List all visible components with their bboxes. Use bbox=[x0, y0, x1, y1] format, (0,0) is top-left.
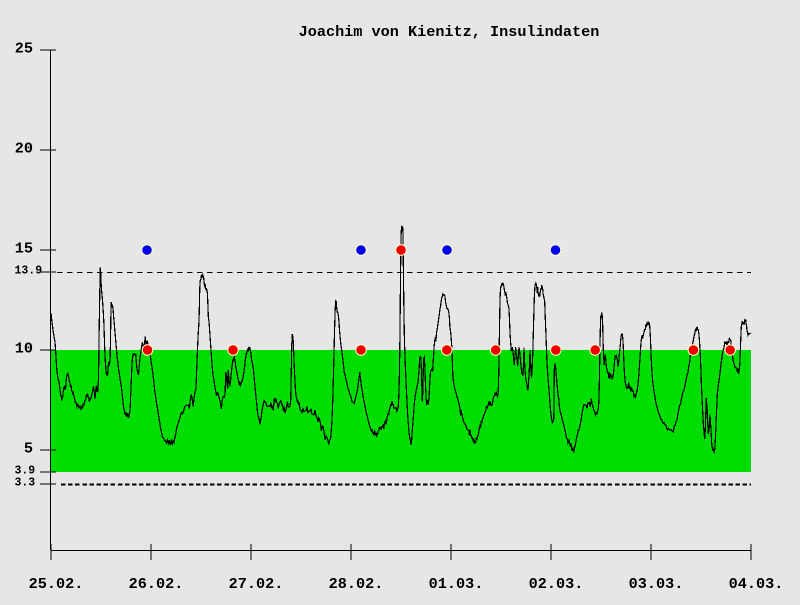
svg-text:28.02.: 28.02. bbox=[329, 575, 384, 593]
svg-text:27.02.: 27.02. bbox=[229, 575, 284, 593]
svg-text:20: 20 bbox=[15, 140, 33, 158]
svg-text:04.03.: 04.03. bbox=[729, 575, 784, 593]
svg-text:03.03.: 03.03. bbox=[629, 575, 684, 593]
svg-text:02.03.: 02.03. bbox=[529, 575, 584, 593]
svg-text:10: 10 bbox=[15, 340, 33, 358]
svg-text:3.3: 3.3 bbox=[15, 477, 36, 490]
svg-text:3.9: 3.9 bbox=[15, 465, 36, 478]
svg-text:15: 15 bbox=[15, 240, 33, 258]
svg-text:26.02.: 26.02. bbox=[129, 575, 184, 593]
svg-text:25.02.: 25.02. bbox=[29, 575, 84, 593]
svg-text:01.03.: 01.03. bbox=[429, 575, 484, 593]
svg-text:13.9: 13.9 bbox=[15, 265, 43, 278]
svg-text:25: 25 bbox=[15, 40, 33, 58]
svg-text:5: 5 bbox=[24, 440, 33, 458]
svg-text:Joachim von Kienitz, Insulinda: Joachim von Kienitz, Insulindaten bbox=[299, 23, 600, 41]
